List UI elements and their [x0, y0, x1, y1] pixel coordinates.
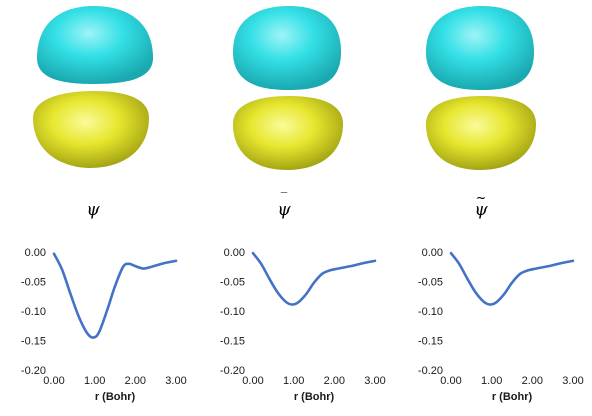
x-tick-label: 0.00: [242, 375, 263, 387]
orbital-image-psi-tilde: [426, 6, 536, 170]
x-tick-label: 0.00: [43, 375, 64, 387]
y-tick-label: -0.10: [220, 306, 245, 318]
label-psi-bar-base: ψ: [277, 200, 291, 220]
series-line: [251, 251, 377, 306]
label-psi-tilde-base: ψ: [474, 200, 488, 220]
y-tick-label: -0.15: [220, 336, 245, 348]
x-tick-label: 3.00: [165, 375, 186, 387]
label-psi-tilde-accent: ~: [475, 191, 487, 206]
x-tick-label: 1.00: [84, 375, 105, 387]
y-tick-label: 0.00: [224, 247, 245, 259]
y-tick-label: 0.00: [422, 247, 443, 259]
y-tick-label: -0.10: [21, 306, 46, 318]
chart-psi-bar: 0.00-0.05-0.10-0.15-0.200.00 1.00 2.00 3.00…: [220, 247, 386, 403]
yellow-lobe: [233, 96, 343, 170]
x-axis-label: r (Bohr): [294, 391, 335, 403]
series-line: [449, 251, 575, 306]
yellow-lobe: [426, 96, 536, 170]
orbital-image-psi-bar: [233, 6, 343, 170]
x-tick-label: 2.00: [324, 375, 345, 387]
cyan-lobe: [426, 6, 534, 90]
yellow-lobe: [33, 91, 149, 168]
y-tick-label: -0.05: [418, 277, 443, 289]
x-axis-label: r (Bohr): [95, 391, 136, 403]
series-line: [52, 252, 178, 339]
x-tick-label: 1.00: [283, 375, 304, 387]
orbital-image-psi: [33, 6, 153, 168]
label-psi-base: ψ: [86, 200, 100, 220]
x-axis-label: r (Bohr): [492, 391, 533, 403]
x-tick-label: 2.00: [522, 375, 543, 387]
x-tick-label: 3.00: [562, 375, 583, 387]
y-tick-label: -0.05: [21, 277, 46, 289]
y-tick-label: -0.20: [220, 365, 245, 377]
y-tick-label: -0.20: [418, 365, 443, 377]
label-psi-tilde: ~ ψ: [451, 192, 511, 220]
chart-psi: 0.00-0.05-0.10-0.15-0.200.00 1.00 2.00 3.00…: [21, 247, 187, 403]
x-tick-label: 1.00: [481, 375, 502, 387]
label-psi-bar-accent: ‾: [280, 191, 288, 206]
x-tick-label: 3.00: [364, 375, 385, 387]
y-tick-label: -0.05: [220, 277, 245, 289]
x-tick-label: 0.00: [440, 375, 461, 387]
label-psi-bar: ‾ ψ: [254, 192, 314, 220]
cyan-lobe: [37, 6, 153, 84]
x-tick-label: 2.00: [125, 375, 146, 387]
cyan-lobe: [233, 6, 341, 90]
y-tick-label: -0.10: [418, 306, 443, 318]
y-tick-label: -0.20: [21, 365, 46, 377]
chart-psi-tilde: 0.00-0.05-0.10-0.15-0.200.00 1.00 2.00 3.00…: [418, 247, 584, 403]
label-psi: ψ: [63, 200, 123, 220]
y-tick-label: -0.15: [21, 336, 46, 348]
y-tick-label: 0.00: [25, 247, 46, 259]
y-tick-label: -0.15: [418, 336, 443, 348]
